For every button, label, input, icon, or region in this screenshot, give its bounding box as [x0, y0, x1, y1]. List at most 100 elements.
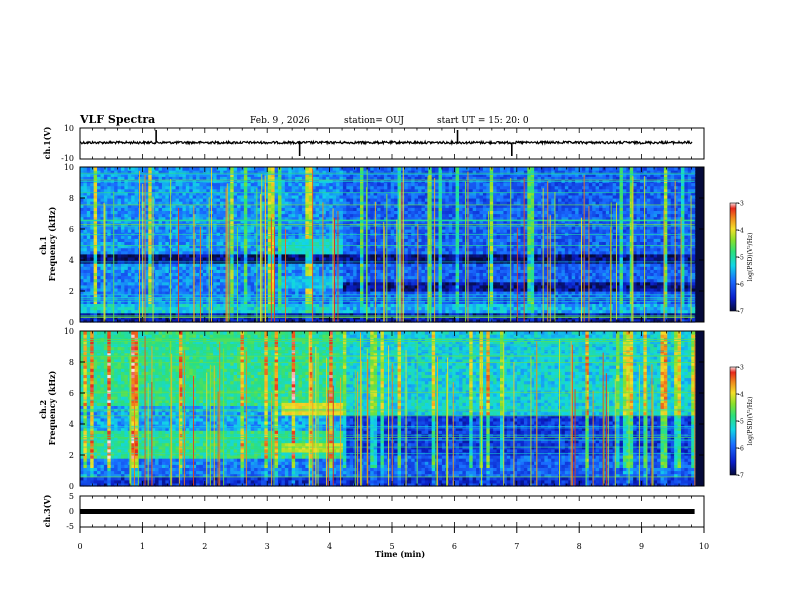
spectrogram-cell — [271, 303, 276, 308]
spectrogram-cell — [360, 300, 365, 304]
spectrogram-cell — [230, 238, 235, 242]
spectrogram-cell — [144, 263, 149, 267]
spectrogram-cell — [298, 303, 303, 308]
spectrogram-cell — [237, 300, 242, 304]
spectrogram-cell — [196, 318, 201, 323]
spectrogram-cell — [308, 235, 313, 239]
spectrogram-cell — [97, 225, 102, 230]
spectrogram-cell — [240, 287, 245, 292]
spectrogram-cell — [322, 312, 327, 317]
spectrogram-cell — [387, 300, 392, 304]
spectrogram-cell — [86, 303, 91, 308]
spectrogram-cell — [260, 266, 265, 270]
spectrogram-cell — [370, 291, 375, 295]
spectrogram-cell — [281, 173, 286, 177]
spectrogram-cell — [107, 287, 112, 292]
spectrogram-cell — [161, 188, 166, 193]
spectrogram-cell — [202, 201, 207, 205]
spectrogram-cell — [288, 278, 293, 283]
spectrogram-cell — [250, 176, 255, 180]
spectrogram-cell — [394, 291, 399, 295]
spectrogram-cell — [206, 247, 211, 252]
spectrogram-cell — [390, 278, 395, 283]
spectrogram-cell — [182, 250, 187, 255]
spectrogram-cell — [360, 266, 365, 270]
spectrogram-cell — [281, 170, 286, 174]
spectrogram-cell — [117, 167, 122, 171]
spectrogram-cell — [103, 250, 108, 255]
spectrogram-cell — [363, 167, 368, 171]
spectrogram-cell — [196, 281, 201, 286]
spectrogram-cell — [288, 281, 293, 286]
spectrogram-cell — [144, 216, 149, 221]
spectrogram-cell — [339, 303, 344, 308]
spectrogram-cell — [131, 281, 136, 286]
spectrogram-cell — [349, 272, 354, 277]
spectrogram-cell — [185, 191, 190, 196]
spectrogram-cell — [271, 256, 276, 261]
spectrogram-cell — [120, 287, 125, 292]
spectrogram-cell — [138, 225, 143, 230]
spectrogram-cell — [182, 182, 187, 187]
spectrogram-cell — [189, 253, 194, 258]
spectrogram-cell — [192, 188, 197, 193]
spectrogram-cell — [144, 281, 149, 286]
spectrogram-cell — [411, 238, 416, 242]
spectrogram-cell — [291, 229, 296, 233]
spectrogram-cell — [172, 247, 177, 252]
spectrogram-cell — [138, 300, 143, 304]
spectrogram-cell — [339, 219, 344, 224]
spectrogram-cell — [213, 188, 218, 193]
spectrogram-cell — [342, 312, 347, 317]
spectrogram-cell — [373, 167, 378, 171]
spectrogram-cell — [124, 232, 129, 236]
spectrogram-cell — [80, 244, 85, 249]
spectrogram-cell — [319, 312, 324, 317]
spectrogram-cell — [278, 219, 283, 224]
spectrogram-cell — [86, 194, 91, 199]
spectrogram-cell — [161, 275, 166, 280]
spectrogram-cell — [155, 287, 160, 292]
spectrogram-cell — [295, 256, 300, 261]
spectrogram-cell — [80, 281, 85, 286]
spectrogram-cell — [397, 167, 402, 171]
spectrogram-cell — [278, 253, 283, 258]
spectrogram-cell — [305, 210, 310, 215]
spectrogram-cell — [264, 238, 269, 242]
spectrogram-cell — [202, 263, 207, 267]
spectrogram-cell — [329, 225, 334, 230]
spectrogram-cell — [250, 256, 255, 261]
spectrogram-cell — [360, 201, 365, 205]
spectrogram-cell — [223, 312, 228, 317]
spectrogram-cell — [390, 238, 395, 242]
spectrogram-cell — [114, 241, 119, 246]
spectrogram-cell — [339, 312, 344, 317]
spectrogram-cell — [151, 272, 156, 277]
spectrogram-cell — [93, 294, 98, 298]
spectrogram-cell — [141, 256, 146, 261]
spectrogram-cell — [390, 182, 395, 187]
spectrogram-cell — [172, 213, 177, 218]
spectrogram-cell — [360, 294, 365, 298]
spectrogram-cell — [322, 294, 327, 298]
spectrogram-cell — [151, 263, 156, 267]
spectrogram-cell — [100, 238, 105, 242]
spectrogram-cell — [295, 207, 300, 211]
spectrogram-cell — [233, 256, 238, 261]
spectrogram-cell — [394, 278, 399, 283]
spectrogram-cell — [230, 291, 235, 295]
spectrogram-cell — [230, 241, 235, 246]
spectrogram-cell — [202, 275, 207, 280]
spectrogram-cell — [390, 306, 395, 311]
spectrogram-cell — [83, 272, 88, 277]
spectrogram-cell — [329, 318, 334, 323]
spectrogram-cell — [131, 300, 136, 304]
spectrogram-cell — [325, 219, 330, 224]
spectrogram-cell — [83, 253, 88, 258]
spectrogram-cell — [120, 176, 125, 180]
spectrogram-cell — [86, 210, 91, 215]
spectrogram-cell — [404, 229, 409, 233]
spectrogram-cell — [418, 250, 423, 255]
spectrogram-cell — [223, 210, 228, 215]
spectrogram-cell — [223, 185, 228, 190]
